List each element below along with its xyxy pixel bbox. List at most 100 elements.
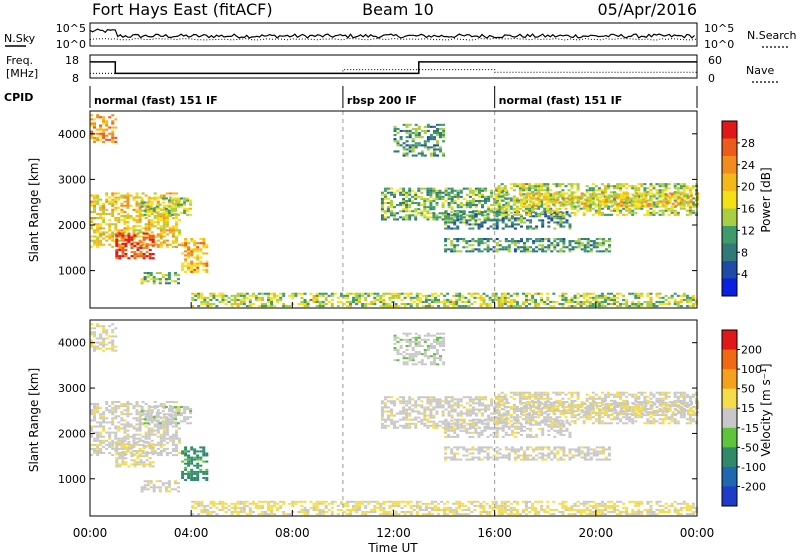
velocity-echo-cell [102,425,106,428]
velocity-echo-cell [152,418,156,421]
power-echo-cell [685,193,689,196]
velocity-echo-cell [408,408,412,411]
velocity-echo-cell [120,427,124,430]
power-echo-cell [242,292,246,295]
velocity-echo-cell [138,427,142,430]
power-echo-cell [199,248,203,251]
power-echo-cell [193,240,197,243]
power-echo-cell [396,189,399,192]
velocity-echo-cell [628,500,632,503]
power-echo-cell [671,192,675,195]
velocity-echo-cell [143,480,147,483]
power-echo-cell [658,195,662,198]
power-echo-cell [178,233,181,236]
power-echo-cell [456,213,460,216]
power-echo-cell [483,242,487,245]
power-echo-cell [537,199,541,202]
power-echo-cell [580,242,584,245]
power-echo-cell [453,193,457,196]
velocity-echo-cell [127,443,131,445]
power-echo-cell [352,300,355,303]
power-echo-cell [685,298,689,301]
power-echo-cell [583,198,587,201]
power-echo-cell [546,207,550,210]
velocity-echo-cell [613,504,616,507]
velocity-echo-cell [181,452,185,455]
power-echo-cell [153,217,157,220]
power-echo-cell [190,260,194,263]
power-echo-cell [147,215,151,218]
velocity-echo-cell [429,410,433,413]
power-echo-cell [399,187,403,190]
velocity-echo-cell [127,440,131,443]
power-echo-cell [117,243,121,246]
power-echo-cell [658,183,662,186]
power-echo-cell [559,221,563,224]
power-echo-cell [529,225,533,228]
power-echo-cell [461,294,465,297]
power-echo-cell [523,242,526,245]
power-echo-cell [399,193,403,196]
power-echo-cell [518,187,522,190]
power-echo-cell [96,128,100,131]
power-echo-cell [390,193,393,196]
velocity-echo-cell [171,433,175,436]
power-echo-cell [175,198,178,201]
power-echo-cell [364,296,368,299]
velocity-echo-cell [175,447,178,450]
velocity-echo-cell [117,425,121,428]
power-echo-cell [327,300,331,303]
power-echo-cell [126,225,130,228]
power-echo-cell [145,255,149,258]
power-echo-cell [248,298,252,301]
power-echo-cell [408,204,412,207]
power-echo-cell [661,300,665,303]
power-echo-cell [604,250,608,253]
velocity-echo-cell [184,448,188,451]
velocity-echo-cell [236,513,240,516]
velocity-echo-cell [124,457,128,460]
velocity-echo-cell [418,506,422,509]
velocity-echo-cell [430,500,434,503]
velocity-echo-cell [525,506,528,509]
power-echo-cell [580,192,584,195]
velocity-echo-cell [379,504,383,507]
velocity-echo-cell [409,504,413,507]
velocity-echo-cell [158,490,162,493]
power-echo-cell [171,217,175,220]
power-echo-cell [426,199,430,202]
velocity-echo-cell [126,435,130,438]
power-echo-cell [558,183,562,186]
power-echo-cell [574,246,578,249]
power-echo-cell [568,244,572,247]
power-echo-cell [583,238,587,241]
power-echo-cell [594,193,598,196]
power-echo-cell [568,250,572,253]
power-echo-cell [424,300,428,303]
velocity-echo-cell [152,488,156,491]
velocity-echo-cell [318,502,322,505]
power-echo-cell [484,195,487,198]
velocity-echo-cell [549,509,553,511]
velocity-echo-cell [184,458,188,461]
power-echo-cell [408,216,412,219]
power-echo-cell [159,231,163,234]
power-echo-cell [147,229,151,232]
power-echo-cell [175,237,178,240]
velocity-echo-cell [177,412,180,415]
power-echo-cell [426,138,430,141]
velocity-echo-cell [170,410,174,413]
power-echo-cell [90,114,93,117]
power-echo-cell [403,292,407,295]
velocity-echo-cell [146,422,150,425]
velocity-echo-cell [209,502,213,505]
power-echo-cell [239,298,243,301]
power-echo-cell [473,292,477,295]
power-echo-cell [355,300,359,303]
power-echo-cell [520,202,523,205]
velocity-echo-cell [124,447,128,449]
power-echo-cell [248,303,252,306]
power-echo-cell [515,209,519,212]
power-echo-cell [494,187,498,190]
power-echo-cell [181,262,185,265]
